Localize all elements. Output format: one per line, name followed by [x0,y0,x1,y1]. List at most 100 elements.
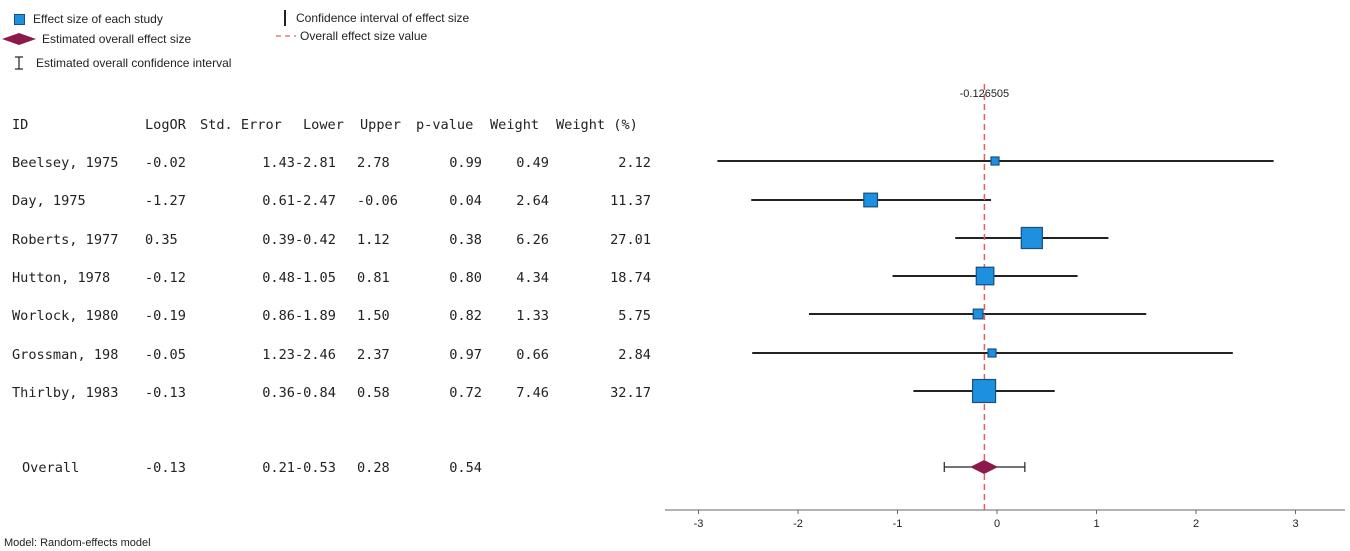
header-lower: Lower [303,117,344,133]
legend-overall-value: Overall effect size value [276,29,427,43]
x-tick-label: 3 [1292,518,1298,530]
cell-se: 1.43 [262,155,295,171]
cell-weight: 4.34 [516,270,549,286]
i-beam-icon [15,56,23,70]
cell-upper: 0.81 [357,270,390,286]
vertical-bar-icon [284,10,286,26]
overall-cell-se: 0.21 [262,460,295,476]
cell-logor: -0.02 [145,155,186,171]
cell-upper: 1.50 [357,308,390,324]
cell-upper: 0.58 [357,385,390,401]
cell-lower: -0.42 [295,232,336,248]
cell-lower: -2.81 [295,155,336,171]
overall-cell-p: 0.54 [449,460,482,476]
cell-weight-pct: 2.84 [618,347,651,363]
cell-weight: 7.46 [516,385,549,401]
cell-weight-pct: 18.74 [610,270,651,286]
square-marker-icon [14,13,25,25]
overall-cell-lower: -0.53 [295,460,336,476]
cell-p: 0.80 [449,270,482,286]
header-logor: LogOR [145,117,186,133]
cell-id: Day, 1975 [12,193,86,209]
study-effect-box [1020,226,1043,250]
header-id: ID [12,117,29,133]
legend-overall-effect: Estimated overall effect size [2,32,191,46]
x-tick-label: 1 [1093,518,1099,530]
cell-lower: -2.46 [295,347,336,363]
cell-weight: 1.33 [516,308,549,324]
legend-overall-effect-label: Estimated overall effect size [42,32,192,46]
cell-se: 0.61 [262,193,295,209]
cell-upper: 2.37 [357,347,390,363]
cell-weight: 0.49 [516,155,549,171]
cell-upper: 2.78 [357,155,390,171]
overall-cell-id: Overall [22,460,80,476]
cell-weight-pct: 27.01 [610,232,651,248]
cell-p: 0.82 [449,308,482,324]
x-tick-label: 0 [994,518,1000,530]
table-header: ID LogOR Std. Error Lower Upper p-value … [0,32,660,192]
cell-id: Hutton, 1978 [12,270,111,286]
study-effect-box [975,266,995,286]
cell-lower: -1.05 [295,270,336,286]
cell-weight-pct: 32.17 [610,385,651,401]
cell-logor: 0.35 [145,232,178,248]
model-footnote: Model: Random-effects model [4,537,151,549]
cell-upper: -0.06 [357,193,398,209]
header-std-error: Std. Error [200,117,282,133]
legend-overall-value-label: Overall effect size value [300,29,428,43]
cell-lower: -2.47 [295,193,336,209]
cell-weight-pct: 5.75 [618,308,651,324]
cell-p: 0.72 [449,385,482,401]
cell-p: 0.97 [449,347,482,363]
legend-ci: Confidence interval of effect size [280,10,469,26]
cell-id: Roberts, 1977 [12,232,119,248]
header-upper: Upper [360,117,401,133]
legend-overall-ci-label: Estimated overall confidence interval [36,56,232,70]
study-effect-box [971,378,997,404]
results-table: ID LogOR Std. Error Lower Upper p-value … [0,0,660,500]
header-p-value: p-value [416,117,474,133]
cell-se: 0.36 [262,385,295,401]
cell-upper: 1.12 [357,232,390,248]
overall-cell-logor: -0.13 [145,460,186,476]
legend-overall-ci: Estimated overall confidence interval [10,56,231,70]
cell-logor: -0.05 [145,347,186,363]
cell-id: Grossman, 198 [12,347,119,363]
cell-p: 0.38 [449,232,482,248]
cell-logor: -0.13 [145,385,186,401]
study-effect-box [987,348,997,358]
overall-effect-diamond [970,460,999,474]
cell-se: 0.86 [262,308,295,324]
cell-weight-pct: 11.37 [610,193,651,209]
diamond-marker-icon [2,33,36,45]
x-tick-label: -3 [694,518,704,530]
cell-logor: -0.12 [145,270,186,286]
legend-ci-label: Confidence interval of effect size [296,11,470,25]
legend-effect-size-label: Effect size of each study [33,12,163,26]
study-effect-box [863,192,879,208]
x-tick-label: 2 [1193,518,1199,530]
study-effect-box [990,156,1000,166]
cell-weight: 0.66 [516,347,549,363]
cell-se: 1.23 [262,347,295,363]
cell-se: 0.48 [262,270,295,286]
cell-weight: 6.26 [516,232,549,248]
cell-p: 0.99 [449,155,482,171]
cell-logor: -1.27 [145,193,186,209]
header-weight-pct: Weight (%) [556,117,638,133]
cell-p: 0.04 [449,193,482,209]
x-tick-label: -1 [893,518,903,530]
legend-effect-size: Effect size of each study [14,12,163,26]
dashed-line-icon [276,35,296,37]
header-weight: Weight [490,117,540,133]
cell-weight: 2.64 [516,193,549,209]
cell-lower: -0.84 [295,385,336,401]
x-tick-label: -2 [793,518,803,530]
overall-value-label: -0.126505 [960,88,1010,100]
cell-logor: -0.19 [145,308,186,324]
cell-id: Beelsey, 1975 [12,155,119,171]
cell-weight-pct: 2.12 [618,155,651,171]
cell-id: Thirlby, 1983 [12,385,119,401]
